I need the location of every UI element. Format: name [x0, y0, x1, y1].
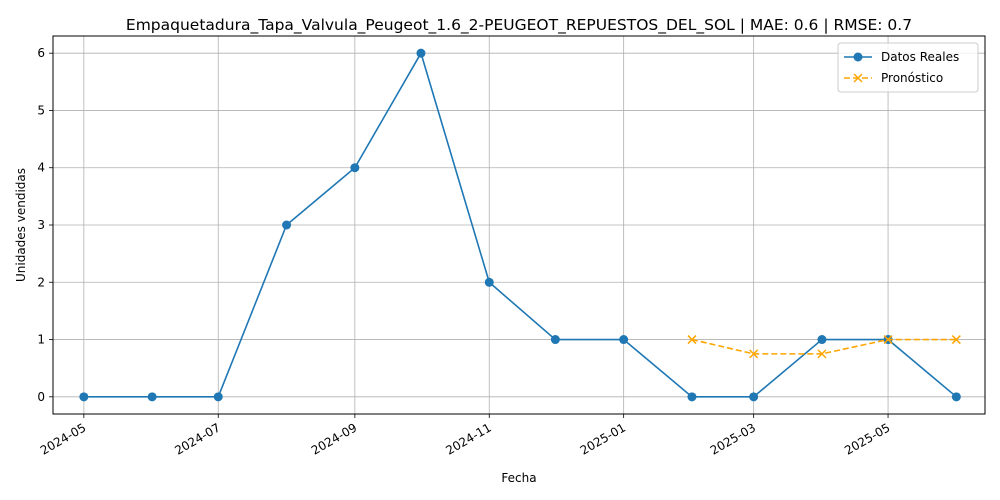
y-axis-label: Unidades vendidas	[14, 168, 28, 282]
y-tick-label: 1	[37, 333, 45, 347]
data-point	[951, 335, 961, 345]
data-point	[883, 335, 893, 345]
x-tick-label: 2024-05	[38, 420, 88, 457]
data-point	[749, 392, 759, 402]
y-tick-label: 0	[37, 390, 45, 404]
data-point	[350, 163, 360, 173]
legend-box	[837, 42, 979, 93]
data-point	[416, 48, 426, 58]
series-line	[83, 51, 957, 398]
axis-ticks: 0 1 2 3 4 5 6 2024-05 2024-07 2024-09 2024-11 2025-…	[37, 46, 892, 457]
data-point	[687, 392, 697, 402]
data-point	[749, 349, 759, 359]
data-point	[817, 349, 827, 359]
series-actual	[79, 48, 961, 402]
legend-label: Pronóstico	[881, 71, 943, 85]
data-point	[853, 73, 863, 83]
data-point	[550, 335, 560, 345]
data-point	[147, 392, 157, 402]
series-forecast	[687, 335, 961, 359]
data-point	[79, 392, 89, 402]
data-point	[619, 335, 629, 345]
y-tick-label: 2	[37, 275, 45, 289]
data-point	[687, 335, 697, 345]
x-tick-label: 2024-09	[309, 420, 359, 457]
legend-item: Pronóstico	[844, 71, 943, 85]
legend-item: Datos Reales	[844, 50, 959, 64]
x-tick-label: 2025-03	[708, 420, 758, 457]
data-point	[817, 335, 827, 345]
x-tick-label: 2024-11	[443, 420, 493, 457]
legend-label: Datos Reales	[881, 50, 959, 64]
y-tick-label: 3	[37, 218, 45, 232]
data-point	[282, 220, 292, 230]
data-point	[484, 277, 494, 287]
data-point	[951, 392, 961, 402]
data-point	[853, 52, 863, 62]
chart-title: Empaquetadura_Tapa_Valvula_Peugeot_1.6_2…	[126, 16, 912, 35]
y-tick-label: 5	[37, 103, 45, 117]
x-axis-label: Fecha	[501, 471, 536, 485]
y-tick-label: 6	[37, 46, 45, 60]
data-point	[213, 392, 223, 402]
legend: Datos Reales Pronóstico	[837, 42, 979, 93]
x-tick-label: 2025-01	[578, 420, 628, 457]
grid-lines	[53, 36, 985, 414]
x-tick-label: 2024-07	[172, 420, 222, 457]
x-tick-label: 2025-05	[842, 420, 892, 457]
y-tick-label: 4	[37, 161, 45, 175]
series-layer	[79, 48, 961, 402]
